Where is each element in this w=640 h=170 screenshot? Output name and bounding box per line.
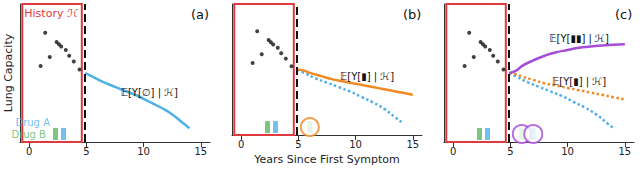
svg-text:0: 0: [238, 139, 244, 150]
svg-text:15: 15: [406, 139, 419, 150]
svg-text:(a): (a): [191, 7, 209, 22]
svg-text:Years Since First Symptom: Years Since First Symptom: [253, 153, 399, 166]
svg-text:15: 15: [194, 146, 207, 157]
svg-text:𝔼[Y[∅] | ℋ]: 𝔼[Y[∅] | ℋ]: [121, 87, 178, 99]
svg-text:5: 5: [83, 146, 89, 157]
svg-text:𝔼[Y[▮] | ℋ]: 𝔼[Y[▮] | ℋ]: [340, 71, 394, 83]
svg-text:Drug B: Drug B: [11, 129, 46, 140]
svg-text:(b): (b): [403, 7, 421, 22]
svg-text:𝔼[Y[▮] | ℋ]: 𝔼[Y[▮] | ℋ]: [552, 76, 606, 88]
svg-text:10: 10: [349, 139, 362, 150]
svg-text:History ℋ: History ℋ: [24, 7, 78, 20]
svg-text:Drug A: Drug A: [15, 117, 50, 128]
svg-text:0: 0: [26, 146, 32, 157]
svg-text:0: 0: [450, 146, 456, 157]
svg-text:5: 5: [295, 139, 301, 150]
svg-text:10: 10: [561, 146, 574, 157]
svg-text:15: 15: [618, 146, 631, 157]
svg-text:𝔼[Y[▮▮] | ℋ]: 𝔼[Y[▮▮] | ℋ]: [549, 33, 609, 45]
svg-text:5: 5: [507, 146, 513, 157]
svg-text:(c): (c): [615, 7, 632, 22]
svg-text:10: 10: [137, 146, 150, 157]
svg-text:Lung Capacity: Lung Capacity: [2, 33, 15, 112]
